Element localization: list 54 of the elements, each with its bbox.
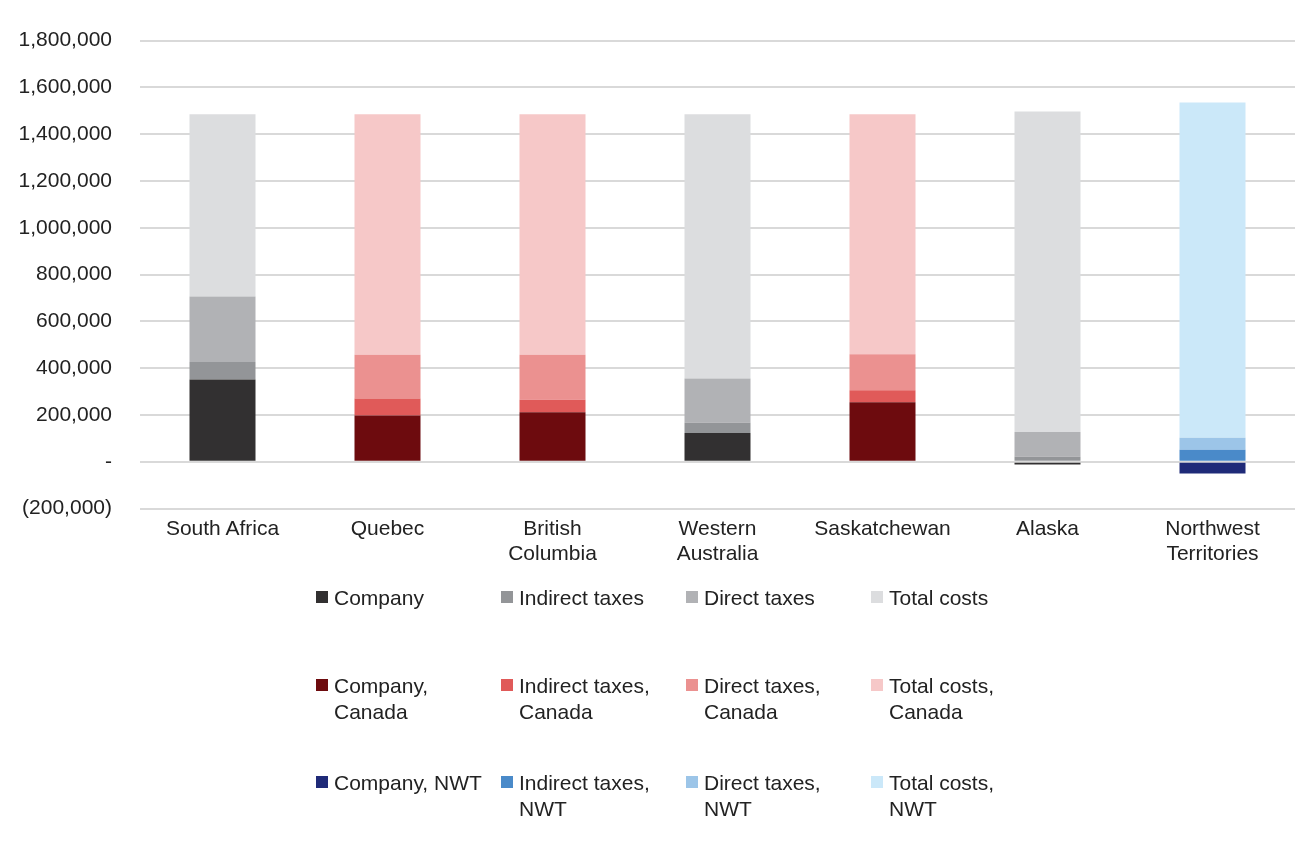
bar [1179, 449, 1246, 461]
bar [849, 114, 916, 355]
y-tick-label: 1,000,000 [18, 214, 112, 238]
bar [189, 362, 256, 380]
legend-label: Total costs, NWT [889, 770, 996, 822]
y-tick-label: 800,000 [36, 261, 112, 285]
y-tick-label: - [105, 448, 112, 472]
bar [1179, 102, 1246, 438]
y-tick-label: 200,000 [36, 401, 112, 425]
bar [1179, 437, 1246, 450]
bar [519, 412, 586, 461]
x-tick-label: British Columbia [508, 516, 598, 565]
y-tick-label: 1,200,000 [18, 167, 112, 191]
bar [1014, 432, 1081, 457]
legend-label: Indirect taxes, Canada [519, 673, 651, 725]
legend-label: Total costs, Canada [889, 673, 996, 725]
legend-label: Company [334, 585, 424, 611]
bar [849, 354, 916, 391]
bar [519, 114, 586, 355]
bar [1179, 462, 1246, 474]
bar [519, 399, 586, 413]
y-tick-label: 1,600,000 [18, 74, 112, 98]
y-tick-label: (200,000) [22, 495, 112, 519]
legend-label: Indirect taxes [519, 585, 644, 611]
bar [1014, 456, 1081, 461]
bar [189, 296, 256, 363]
bar [354, 415, 421, 461]
y-tick-label: 1,800,000 [18, 27, 112, 51]
x-tick-label: Western Australia [676, 516, 759, 565]
legend-label: Indirect taxes, NWT [519, 770, 651, 822]
bar [354, 354, 421, 399]
bar [849, 390, 916, 403]
bar [684, 422, 751, 434]
x-tick-label: Northwest Territories [1165, 516, 1260, 565]
bar [354, 398, 421, 416]
legend-label: Total costs [889, 585, 989, 611]
x-tick-label: Quebec [350, 516, 425, 539]
x-tick-label: Saskatchewan [814, 516, 951, 539]
legend-label: Direct taxes, NWT [704, 770, 822, 822]
bar [849, 402, 916, 461]
y-tick-label: 400,000 [36, 355, 112, 378]
x-tick-label: Alaska [1015, 516, 1080, 539]
legend-label: Direct taxes [704, 585, 815, 611]
bar [684, 433, 751, 461]
legend-label: Direct taxes, Canada [704, 673, 822, 725]
legend-label: Company, Canada [334, 673, 430, 725]
x-tick-label: South Africa [165, 516, 280, 539]
legend-label: Company, NWT [334, 770, 482, 796]
bar [354, 114, 421, 355]
bar [189, 379, 256, 461]
bar [519, 354, 586, 400]
y-tick-label: 600,000 [36, 308, 112, 332]
bar [684, 378, 751, 423]
y-tick-label: 1,400,000 [18, 121, 112, 144]
